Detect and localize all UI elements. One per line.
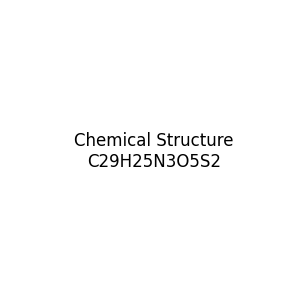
Text: Chemical Structure
C29H25N3O5S2: Chemical Structure C29H25N3O5S2: [74, 132, 233, 171]
